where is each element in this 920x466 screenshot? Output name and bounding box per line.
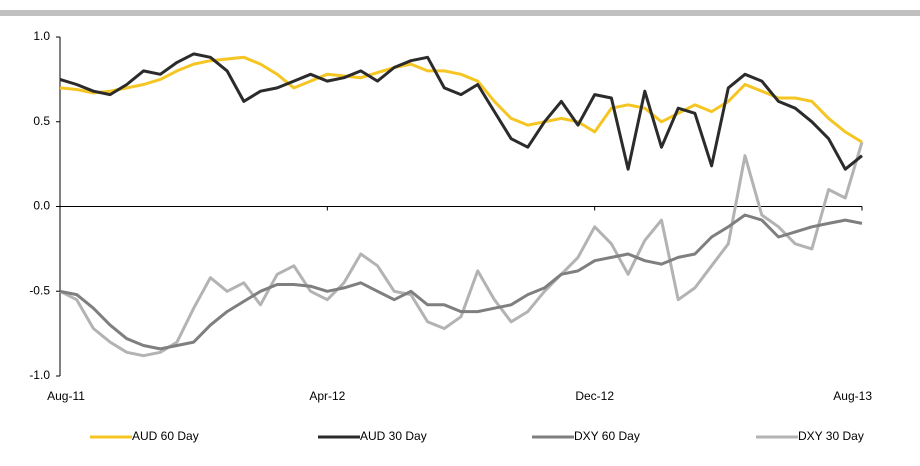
series-line	[59, 52, 863, 171]
x-tick-label: Dec-12	[575, 389, 614, 403]
legend-label: DXY 30 Day	[798, 429, 864, 443]
x-tick-label: Aug-11	[47, 389, 85, 403]
legend-label: AUD 60 Day	[132, 429, 199, 443]
x-tick-label: Apr-12	[309, 389, 345, 403]
x-tick-label: Aug-13	[833, 389, 872, 403]
legend-label: AUD 30 Day	[360, 429, 427, 443]
top-bar	[0, 10, 920, 16]
y-tick-label: 1.0	[33, 29, 50, 43]
legend-label: DXY 60 Day	[574, 429, 640, 443]
series-line	[59, 213, 863, 351]
y-tick-label: 0.0	[33, 199, 50, 213]
y-tick-label: -1.0	[29, 368, 50, 382]
series-line	[59, 141, 864, 358]
y-tick-label: 0.5	[33, 114, 50, 128]
y-tick-label: -0.5	[29, 283, 50, 297]
series-line	[59, 55, 863, 144]
